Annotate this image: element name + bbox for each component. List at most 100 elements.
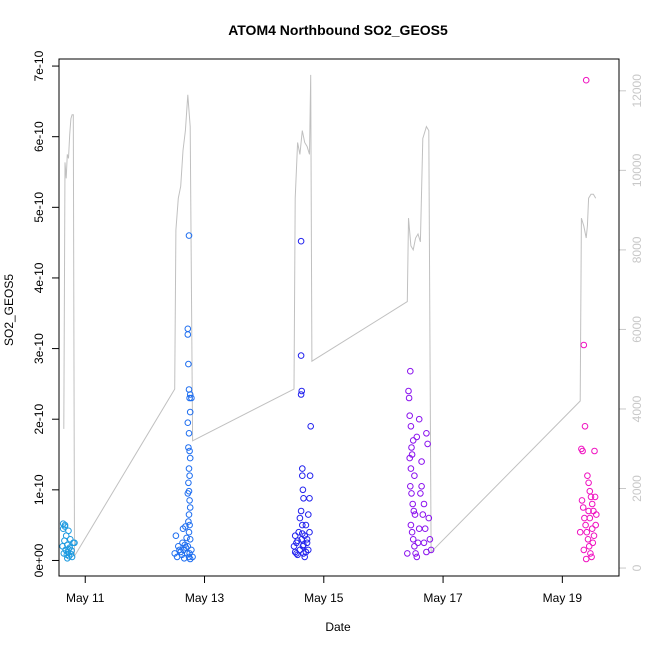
data-point — [296, 514, 304, 522]
data-point — [297, 352, 305, 359]
data-point — [586, 514, 594, 522]
series-group — [59, 520, 78, 562]
data-point — [582, 76, 590, 84]
y-tick-label: 6e-10 — [32, 121, 46, 152]
data-point — [295, 528, 303, 536]
data-point — [408, 528, 416, 536]
altitude-line — [63, 74, 597, 558]
data-point — [186, 504, 194, 511]
data-point — [589, 539, 597, 547]
x-tick-label: May 17 — [423, 591, 463, 605]
data-point — [189, 553, 196, 561]
x-tick-label: May 13 — [185, 591, 225, 605]
altitude-series-layer — [63, 74, 597, 558]
data-point — [185, 360, 192, 368]
data-point — [584, 536, 592, 543]
y-tick-label: 5e-10 — [32, 192, 46, 223]
data-point — [583, 528, 591, 536]
data-point — [186, 447, 193, 455]
data-point — [412, 550, 419, 557]
data-point — [584, 472, 591, 480]
data-point — [421, 525, 429, 533]
plot-frame — [58, 58, 620, 577]
data-point — [184, 419, 192, 427]
data-point — [580, 546, 588, 554]
data-point — [588, 500, 596, 508]
data-point — [297, 237, 305, 245]
x-tick-label: May 11 — [66, 591, 105, 605]
data-point — [407, 521, 415, 529]
data-point — [186, 521, 193, 529]
data-point — [587, 493, 595, 501]
data-point — [188, 546, 195, 554]
data-point — [585, 507, 592, 515]
data-point — [591, 447, 598, 455]
data-point — [184, 543, 192, 550]
data-point — [588, 553, 595, 561]
data-point — [587, 550, 594, 557]
data-point — [407, 465, 415, 472]
data-point — [413, 433, 421, 441]
data-point — [588, 525, 596, 533]
data-point — [301, 553, 309, 561]
data-point — [184, 325, 192, 333]
data-point — [590, 532, 598, 540]
data-point — [305, 511, 312, 518]
scatter-points-layer — [59, 76, 600, 563]
x-tick-label: May 15 — [304, 591, 344, 605]
data-point — [578, 497, 586, 504]
data-point — [300, 495, 307, 502]
data-point — [306, 495, 313, 502]
data-point — [299, 521, 306, 529]
data-point — [185, 430, 193, 437]
data-point — [592, 521, 600, 529]
data-point — [186, 408, 194, 416]
data-point — [579, 504, 587, 511]
data-point — [185, 518, 192, 525]
data-point — [293, 550, 300, 557]
y-tick-label: 7e-10 — [32, 50, 46, 81]
data-point — [425, 514, 433, 522]
data-point — [186, 454, 194, 462]
data-point — [291, 548, 299, 556]
data-point — [423, 548, 430, 556]
data-point — [306, 528, 313, 536]
data-point — [183, 550, 191, 557]
data-point — [303, 536, 311, 543]
data-point — [411, 472, 418, 480]
data-point — [576, 528, 584, 536]
data-point — [581, 514, 588, 522]
data-point — [404, 550, 411, 557]
series-group — [290, 237, 315, 561]
data-point — [415, 415, 423, 423]
data-point — [71, 539, 78, 547]
data-point — [185, 444, 192, 451]
data-point — [188, 394, 195, 402]
data-point — [405, 394, 413, 402]
data-point — [409, 437, 417, 444]
data-point — [302, 521, 310, 529]
y2-tick-label: 10000 — [630, 153, 644, 187]
data-point — [593, 511, 600, 518]
data-point — [298, 387, 306, 395]
data-point — [65, 545, 72, 553]
data-point — [586, 487, 594, 495]
data-point — [182, 523, 189, 530]
data-point — [186, 472, 193, 480]
data-point — [299, 530, 306, 537]
data-point — [408, 444, 415, 451]
data-point — [424, 440, 431, 448]
data-point — [185, 465, 193, 472]
data-point — [186, 394, 193, 402]
data-point — [59, 520, 67, 528]
series-group — [576, 76, 600, 563]
data-point — [186, 536, 194, 543]
data-point — [579, 447, 586, 455]
data-point — [293, 539, 300, 547]
data-point — [303, 539, 311, 547]
data-point — [65, 527, 72, 535]
data-point — [185, 232, 193, 239]
data-point — [300, 541, 307, 549]
series-group — [404, 367, 435, 561]
